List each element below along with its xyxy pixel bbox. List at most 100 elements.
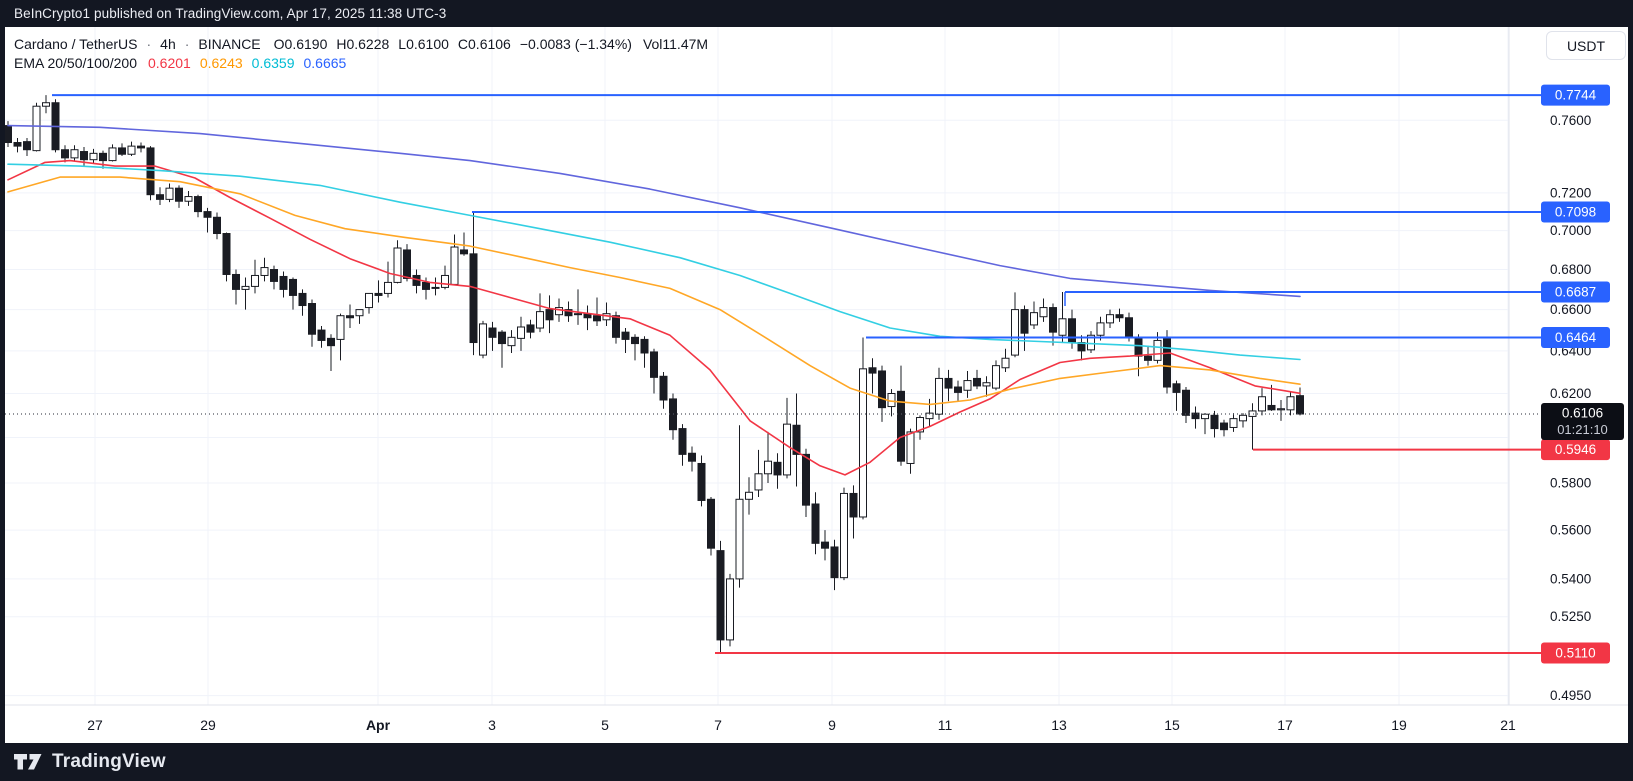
candle[interactable] (108, 144, 117, 162)
candle[interactable] (80, 147, 88, 167)
candle[interactable] (308, 299, 316, 347)
candle[interactable] (849, 485, 858, 539)
tradingview-wordmark[interactable]: TradingView (52, 751, 166, 772)
candle[interactable] (460, 232, 468, 256)
candle[interactable] (545, 295, 554, 334)
candle[interactable] (355, 309, 364, 324)
candle[interactable] (973, 369, 981, 390)
candle[interactable] (669, 393, 677, 440)
candle[interactable] (327, 334, 335, 371)
candle[interactable] (916, 415, 924, 440)
time-tick-label[interactable]: Apr (366, 717, 391, 733)
candle[interactable] (716, 540, 725, 653)
tradingview-logo-icon[interactable] (13, 752, 43, 772)
candle[interactable] (1087, 331, 1095, 353)
candle[interactable] (488, 321, 497, 351)
candle[interactable] (99, 150, 107, 169)
candle[interactable] (754, 449, 763, 497)
candle[interactable] (89, 148, 98, 164)
candle[interactable] (935, 367, 943, 420)
time-tick-label[interactable]: 7 (714, 717, 722, 733)
candle[interactable] (868, 358, 877, 394)
candle[interactable] (1144, 345, 1152, 366)
candle[interactable] (792, 393, 801, 487)
candle[interactable] (897, 365, 905, 466)
candle[interactable] (1172, 380, 1181, 411)
time-tick-label[interactable]: 19 (1391, 717, 1407, 733)
chart-panel[interactable]: 0.7600 0.7200 0.7000 0.6800 0.6600 0.6400 0.62… (5, 27, 1628, 743)
candle[interactable] (1030, 301, 1038, 330)
candle[interactable] (517, 316, 525, 351)
candle[interactable] (878, 365, 886, 422)
candle[interactable] (279, 271, 288, 298)
candle[interactable] (146, 146, 155, 201)
candle[interactable] (944, 369, 953, 402)
time-tick-label[interactable]: 11 (938, 717, 953, 733)
candle[interactable] (1011, 292, 1019, 358)
candle[interactable] (1201, 413, 1209, 435)
candle[interactable] (707, 496, 715, 556)
candle[interactable] (1239, 413, 1247, 428)
candle[interactable] (365, 292, 373, 314)
candle[interactable] (840, 487, 848, 581)
price-tick-label[interactable]: 0.6600 (1550, 302, 1591, 317)
ema-100-line[interactable] (7, 163, 1301, 361)
price-tick-label[interactable]: 0.6200 (1550, 386, 1591, 401)
candle[interactable] (574, 289, 582, 325)
candle[interactable] (184, 190, 193, 206)
candle[interactable] (260, 257, 269, 282)
candle[interactable] (745, 477, 753, 515)
candle[interactable] (631, 334, 639, 361)
candle[interactable] (1106, 309, 1114, 329)
ema-50-line[interactable] (7, 176, 1301, 406)
price-tick-label[interactable]: 0.4950 (1550, 688, 1591, 703)
candle[interactable] (1182, 387, 1190, 424)
candle[interactable] (61, 145, 69, 163)
candle[interactable] (194, 194, 202, 218)
time-tick-label[interactable]: 15 (1164, 717, 1180, 733)
time-tick-label[interactable]: 13 (1051, 717, 1067, 733)
candle[interactable] (1001, 348, 1010, 373)
candle[interactable] (241, 277, 250, 310)
ema-200-line[interactable] (7, 124, 1301, 298)
time-tick-label[interactable]: 5 (601, 717, 609, 733)
price-tick-label[interactable]: 0.7200 (1550, 185, 1591, 200)
candle[interactable] (802, 448, 810, 517)
price-tick-label[interactable]: 0.6800 (1550, 262, 1591, 277)
price-tick-label[interactable]: 0.7600 (1550, 113, 1591, 128)
candle[interactable] (479, 320, 487, 359)
candle[interactable] (251, 259, 259, 294)
candle[interactable] (507, 330, 516, 353)
candle[interactable] (783, 397, 791, 479)
candle[interactable] (992, 360, 1000, 391)
candle[interactable] (1077, 335, 1086, 361)
candle[interactable] (175, 185, 183, 208)
candle[interactable] (593, 297, 601, 326)
candle[interactable] (602, 302, 611, 326)
candle[interactable] (697, 455, 706, 507)
candle[interactable] (13, 138, 22, 153)
candle[interactable] (1210, 410, 1219, 438)
candle[interactable] (317, 325, 326, 348)
candle[interactable] (336, 313, 345, 361)
candle[interactable] (1163, 330, 1171, 394)
candle[interactable] (1049, 303, 1057, 346)
candle[interactable] (735, 425, 744, 588)
candle[interactable] (982, 376, 991, 397)
candle[interactable] (726, 573, 734, 647)
candle[interactable] (830, 539, 839, 591)
candle[interactable] (1258, 388, 1266, 416)
candle[interactable] (906, 428, 915, 474)
candle[interactable] (526, 319, 535, 339)
price-tick-label[interactable]: 0.5600 (1550, 523, 1591, 538)
candle[interactable] (925, 398, 934, 427)
candle[interactable] (270, 265, 278, 290)
candle[interactable] (165, 183, 174, 203)
time-tick-label[interactable]: 17 (1277, 717, 1293, 733)
candle[interactable] (1296, 387, 1304, 416)
candle[interactable] (1115, 308, 1124, 322)
candle[interactable] (127, 141, 136, 157)
candle[interactable] (963, 370, 972, 398)
candle[interactable] (32, 102, 41, 152)
price-tick-label[interactable]: 0.7000 (1550, 223, 1591, 238)
